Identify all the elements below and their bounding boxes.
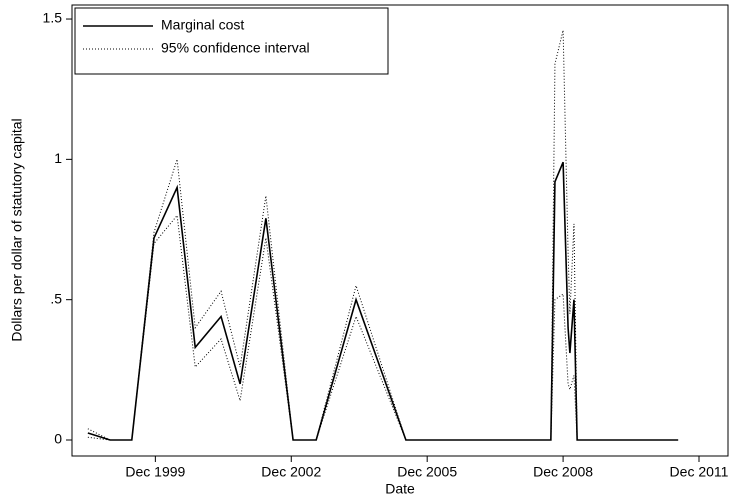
y-tick-label: 1.5 <box>43 10 63 26</box>
x-tick-label: Dec 2011 <box>670 464 729 480</box>
plot-frame <box>71 4 729 457</box>
x-tick-label: Dec 2005 <box>397 464 457 480</box>
y-tick-label: 1 <box>54 150 62 166</box>
line <box>87 161 679 441</box>
y-tick-label: 0 <box>54 431 62 447</box>
y-axis-label: Dollars per dollar of statutory capital <box>9 118 25 341</box>
x-tick-label: Dec 1999 <box>125 464 185 480</box>
ci-upper <box>87 30 679 441</box>
legend-label: Marginal cost <box>161 17 244 33</box>
x-tick-label: Dec 2002 <box>261 464 321 480</box>
x-tick-label: Dec 2008 <box>533 464 593 480</box>
ci-lower <box>87 214 679 441</box>
x-axis-label: Date <box>385 481 415 497</box>
y-tick-label: .5 <box>50 290 62 306</box>
legend-box <box>74 7 389 75</box>
legend-label: 95% confidence interval <box>161 40 310 56</box>
